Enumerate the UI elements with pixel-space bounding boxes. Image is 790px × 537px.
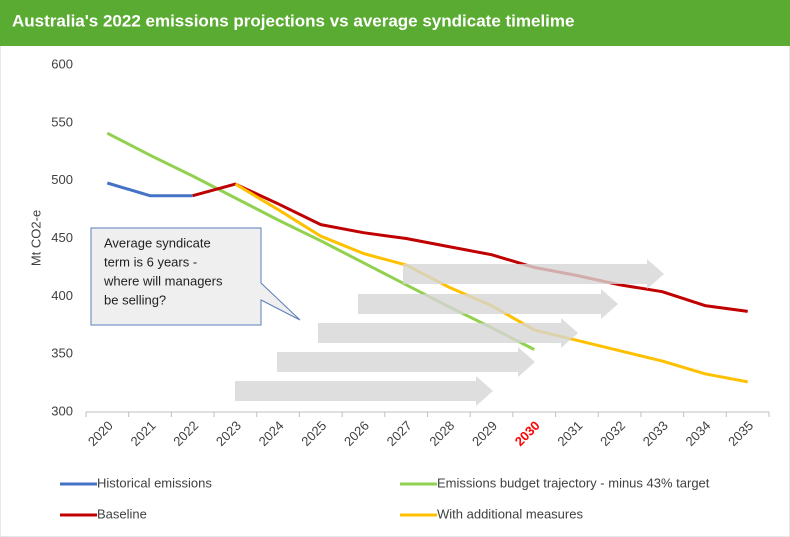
series-line xyxy=(106,181,193,198)
y-tick-label: 350 xyxy=(51,346,73,361)
arrow xyxy=(318,318,578,348)
y-tick-label: 550 xyxy=(51,114,73,129)
arrow xyxy=(235,376,493,406)
y-axis-label: Mt CO2-e xyxy=(28,210,43,266)
chart-title: Australia's 2022 emissions projections v… xyxy=(12,11,574,30)
arrows xyxy=(235,259,664,406)
y-tick-label: 450 xyxy=(51,230,73,245)
callout-text: Average syndicate term is 6 years - where … xyxy=(103,235,223,307)
legend-label: With additional measures xyxy=(437,506,583,521)
y-tick-label: 300 xyxy=(51,403,73,418)
arrow xyxy=(358,289,618,319)
callout-line: where will managers xyxy=(103,273,223,288)
series-line xyxy=(192,182,748,313)
callout-line: be selling? xyxy=(104,292,166,307)
legend-label: Historical emissions xyxy=(97,475,212,490)
legend-label: Emissions budget trajectory - minus 43% … xyxy=(437,475,710,490)
arrow xyxy=(403,259,664,289)
y-tick-label: 500 xyxy=(51,172,73,187)
callout-line: Average syndicate xyxy=(104,235,211,250)
callout-box xyxy=(90,227,301,326)
legend-label: Baseline xyxy=(97,506,147,521)
title-bar xyxy=(0,0,790,46)
legend: Historical emissions Emissions budget tra… xyxy=(60,475,710,521)
callout-line: term is 6 years - xyxy=(104,254,197,269)
arrow xyxy=(277,347,535,377)
y-tick-label: 600 xyxy=(51,56,73,71)
y-tick-label: 400 xyxy=(51,288,73,303)
